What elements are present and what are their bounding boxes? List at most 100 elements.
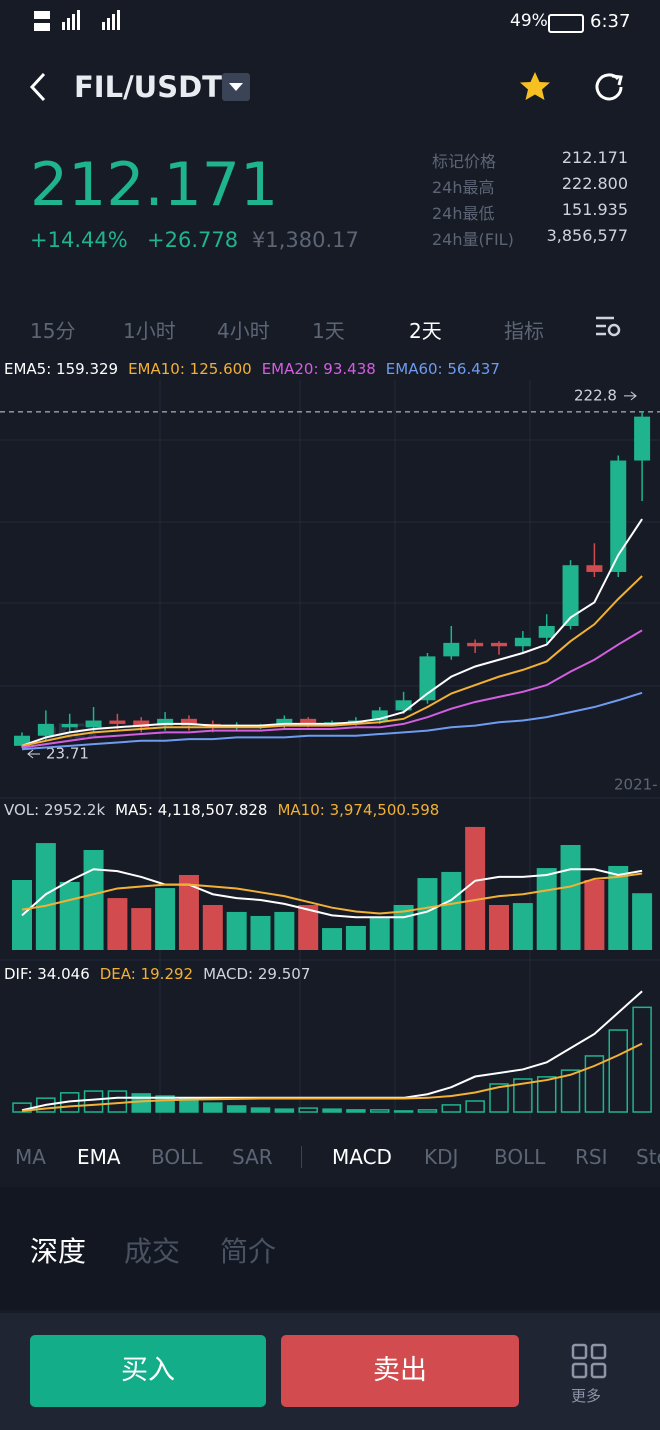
volume-bar	[536, 868, 557, 950]
indicator-tab[interactable]: RSI	[575, 1145, 608, 1169]
more-label[interactable]: 更多	[571, 1387, 602, 1405]
legend-item: DIF: 34.046	[4, 965, 90, 983]
change-pct: +14.44%	[30, 228, 128, 252]
tab-panel	[0, 1187, 660, 1310]
share[interactable]	[592, 70, 626, 104]
candle-body	[634, 416, 651, 461]
change: +26.778	[147, 228, 239, 252]
candle-body	[61, 723, 78, 728]
macd-legend: DIF: 34.046 DEA: 19.292 MACD: 29.507	[4, 965, 320, 983]
volume-bar	[584, 880, 605, 950]
indicator-tab[interactable]: BOLL	[151, 1145, 203, 1169]
interval-tab[interactable]: 2天	[409, 319, 442, 343]
favorite[interactable]	[518, 70, 552, 104]
chart-settings[interactable]	[594, 314, 622, 340]
dif-line	[21, 990, 643, 1112]
macd-bar	[608, 1029, 628, 1113]
legend-item: EMA60: 56.437	[385, 360, 500, 378]
volume-bar	[178, 875, 199, 950]
tab[interactable]: 成交	[124, 1235, 181, 1268]
legend-item: MA5: 4,118,507.828	[115, 801, 268, 819]
price-cny: ¥1,380.17	[252, 228, 359, 252]
vol-ma-line	[21, 872, 643, 915]
sell-button[interactable]: 卖出	[281, 1335, 519, 1407]
tab[interactable]: 简介	[220, 1235, 277, 1268]
candle-body	[395, 700, 412, 711]
candle-body	[109, 720, 126, 724]
stat-value: 3,856,577	[546, 226, 628, 245]
indicator-tab[interactable]: StochRSI	[636, 1145, 660, 1169]
legend-item: MACD: 29.507	[203, 965, 311, 983]
clock: 6:37	[590, 11, 631, 32]
indicator-tab[interactable]: MACD	[332, 1145, 392, 1169]
divider	[301, 1146, 302, 1168]
volume-bar	[632, 893, 653, 950]
macd-bar	[131, 1093, 151, 1113]
interval-tab[interactable]: 4小时	[217, 319, 270, 343]
macd-bar	[107, 1090, 128, 1113]
indicator-tab[interactable]: EMA	[77, 1145, 121, 1169]
volume-bar	[560, 845, 581, 950]
low-label: 23.71	[46, 745, 89, 763]
volume-bar	[35, 843, 56, 950]
pair-dropdown[interactable]	[222, 73, 250, 101]
candle-body	[371, 710, 388, 721]
interval-tab[interactable]: 1小时	[123, 319, 176, 343]
candle-body	[180, 718, 197, 726]
volume-bar	[489, 905, 509, 950]
volume-bar	[274, 911, 295, 950]
arrow	[624, 391, 637, 401]
candle-body	[443, 642, 460, 657]
macd-bar	[441, 1104, 462, 1113]
interval-tab[interactable]: 1天	[312, 319, 345, 343]
candle-body	[85, 720, 102, 728]
stat-value: 212.171	[561, 148, 628, 167]
indicator-tab[interactable]: KDJ	[424, 1145, 459, 1169]
stat-value: 151.935	[561, 200, 628, 219]
indicator-bar	[0, 1130, 660, 1185]
candle-body	[276, 718, 293, 726]
vol-legend: VOL: 2952.2k MA5: 4,118,507.828 MA10: 3,97…	[4, 801, 449, 819]
interval-tab[interactable]: 15分	[30, 319, 76, 343]
macd-bar	[298, 1107, 318, 1113]
volume-bar	[107, 898, 128, 950]
last-price: 212.171	[30, 150, 279, 220]
macd-bar	[226, 1105, 247, 1113]
back[interactable]	[26, 72, 50, 102]
ema-line	[21, 629, 643, 749]
buy-button[interactable]: 买入	[30, 1335, 266, 1407]
macd-bar	[632, 1006, 652, 1113]
macd-bar	[513, 1078, 533, 1113]
volume-bar	[465, 826, 486, 950]
volume-bar	[369, 918, 390, 950]
volume-bar	[155, 888, 176, 950]
tab[interactable]: 深度	[30, 1235, 87, 1268]
macd-bar	[417, 1109, 438, 1113]
volume-bar	[59, 881, 80, 950]
macd-bar	[465, 1100, 485, 1113]
interval-tab[interactable]: 指标	[504, 319, 544, 343]
ema-legend: EMA5: 159.329 EMA10: 125.600 EMA20: 93.438…	[4, 360, 510, 378]
date-label: 2021-	[614, 776, 658, 794]
battery-icon	[548, 14, 584, 33]
candle-body	[586, 565, 603, 572]
volume-bar	[226, 911, 247, 950]
stat-label: 24h最低	[432, 204, 495, 223]
macd-bar	[560, 1069, 581, 1113]
legend-item: EMA20: 93.438	[261, 360, 376, 378]
vol-ma-line	[21, 868, 643, 919]
pair[interactable]: FIL/USDT	[74, 70, 222, 104]
macd-bar	[274, 1108, 295, 1113]
macd-bar	[584, 1055, 605, 1113]
status-signal	[34, 8, 144, 39]
indicator-tab[interactable]: BOLL	[494, 1145, 546, 1169]
more-icon[interactable]	[571, 1343, 607, 1379]
macd-bar	[370, 1109, 390, 1113]
candle-body	[491, 642, 507, 647]
ema-line	[21, 575, 643, 747]
stat-label: 标记价格	[432, 152, 497, 171]
indicator-tab[interactable]: SAR	[232, 1145, 273, 1169]
stat-label: 24h量(FIL)	[432, 230, 514, 249]
indicator-tab[interactable]: MA	[15, 1145, 46, 1169]
candle-body	[300, 718, 317, 724]
